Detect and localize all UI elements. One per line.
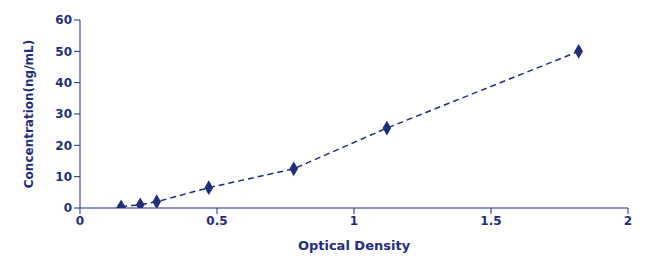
svg-text:20: 20 (55, 139, 72, 153)
svg-text:1: 1 (350, 214, 358, 228)
svg-text:30: 30 (55, 107, 72, 121)
svg-text:0: 0 (64, 201, 72, 215)
svg-text:Concentration(ng/mL): Concentration(ng/mL) (22, 40, 36, 188)
svg-text:10: 10 (55, 170, 72, 184)
svg-text:60: 60 (55, 13, 72, 27)
svg-text:40: 40 (55, 76, 72, 90)
svg-text:50: 50 (55, 45, 72, 59)
svg-text:2: 2 (624, 214, 632, 228)
svg-text:Optical Density: Optical Density (298, 238, 411, 253)
svg-text:1.5: 1.5 (480, 214, 501, 228)
svg-text:0.5: 0.5 (206, 214, 227, 228)
svg-text:0: 0 (76, 214, 84, 228)
